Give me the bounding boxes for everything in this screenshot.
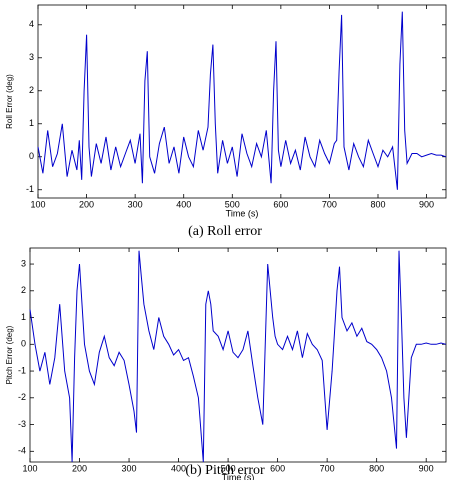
x-tick-label: 800 [370,199,385,209]
x-tick-label: 700 [320,463,335,473]
x-axis-label: Time (s) [226,208,259,218]
plot-frame [37,4,447,199]
x-tick-label: 200 [72,463,87,473]
y-axis-label: Roll Error (deg) [5,74,14,129]
data-line [29,250,447,463]
x-tick-label: 300 [128,199,143,209]
x-tick-label: 400 [171,463,186,473]
x-tick-label: 300 [122,463,137,473]
x-tick-label: 500 [221,463,236,473]
y-tick-label: -3 [18,419,26,429]
x-tick-label: 600 [273,199,288,209]
x-tick-label: 100 [30,199,45,209]
y-tick-label: 1 [21,312,26,322]
y-tick-label: 2 [21,285,26,295]
y-tick-label: -4 [18,446,26,456]
x-tick-label: 900 [419,463,434,473]
x-tick-label: 900 [419,199,434,209]
plot-frame [29,247,447,463]
x-tick-label: 200 [79,199,94,209]
y-axis-label: Pitch Error (deg) [5,325,14,384]
y-tick-label: 1 [29,118,34,128]
caption: (b) Pitch error [185,463,265,478]
x-tick-label: 700 [322,199,337,209]
caption: (a) Roll error [188,224,262,239]
x-tick-label: 100 [22,463,37,473]
y-tick-label: -2 [18,392,26,402]
y-tick-label: 0 [29,151,34,161]
y-tick-label: -1 [26,184,34,194]
y-tick-label: 4 [29,19,34,29]
data-line [37,11,447,190]
y-tick-label: 3 [21,258,26,268]
y-tick-label: -1 [18,365,26,375]
x-tick-label: 400 [176,199,191,209]
y-tick-label: 2 [29,85,34,95]
y-tick-label: 3 [29,52,34,62]
x-tick-label: 500 [225,199,240,209]
x-tick-label: 600 [270,463,285,473]
y-tick-label: 0 [21,339,26,349]
x-axis-label: Time (s) [222,472,255,480]
x-tick-label: 800 [369,463,384,473]
